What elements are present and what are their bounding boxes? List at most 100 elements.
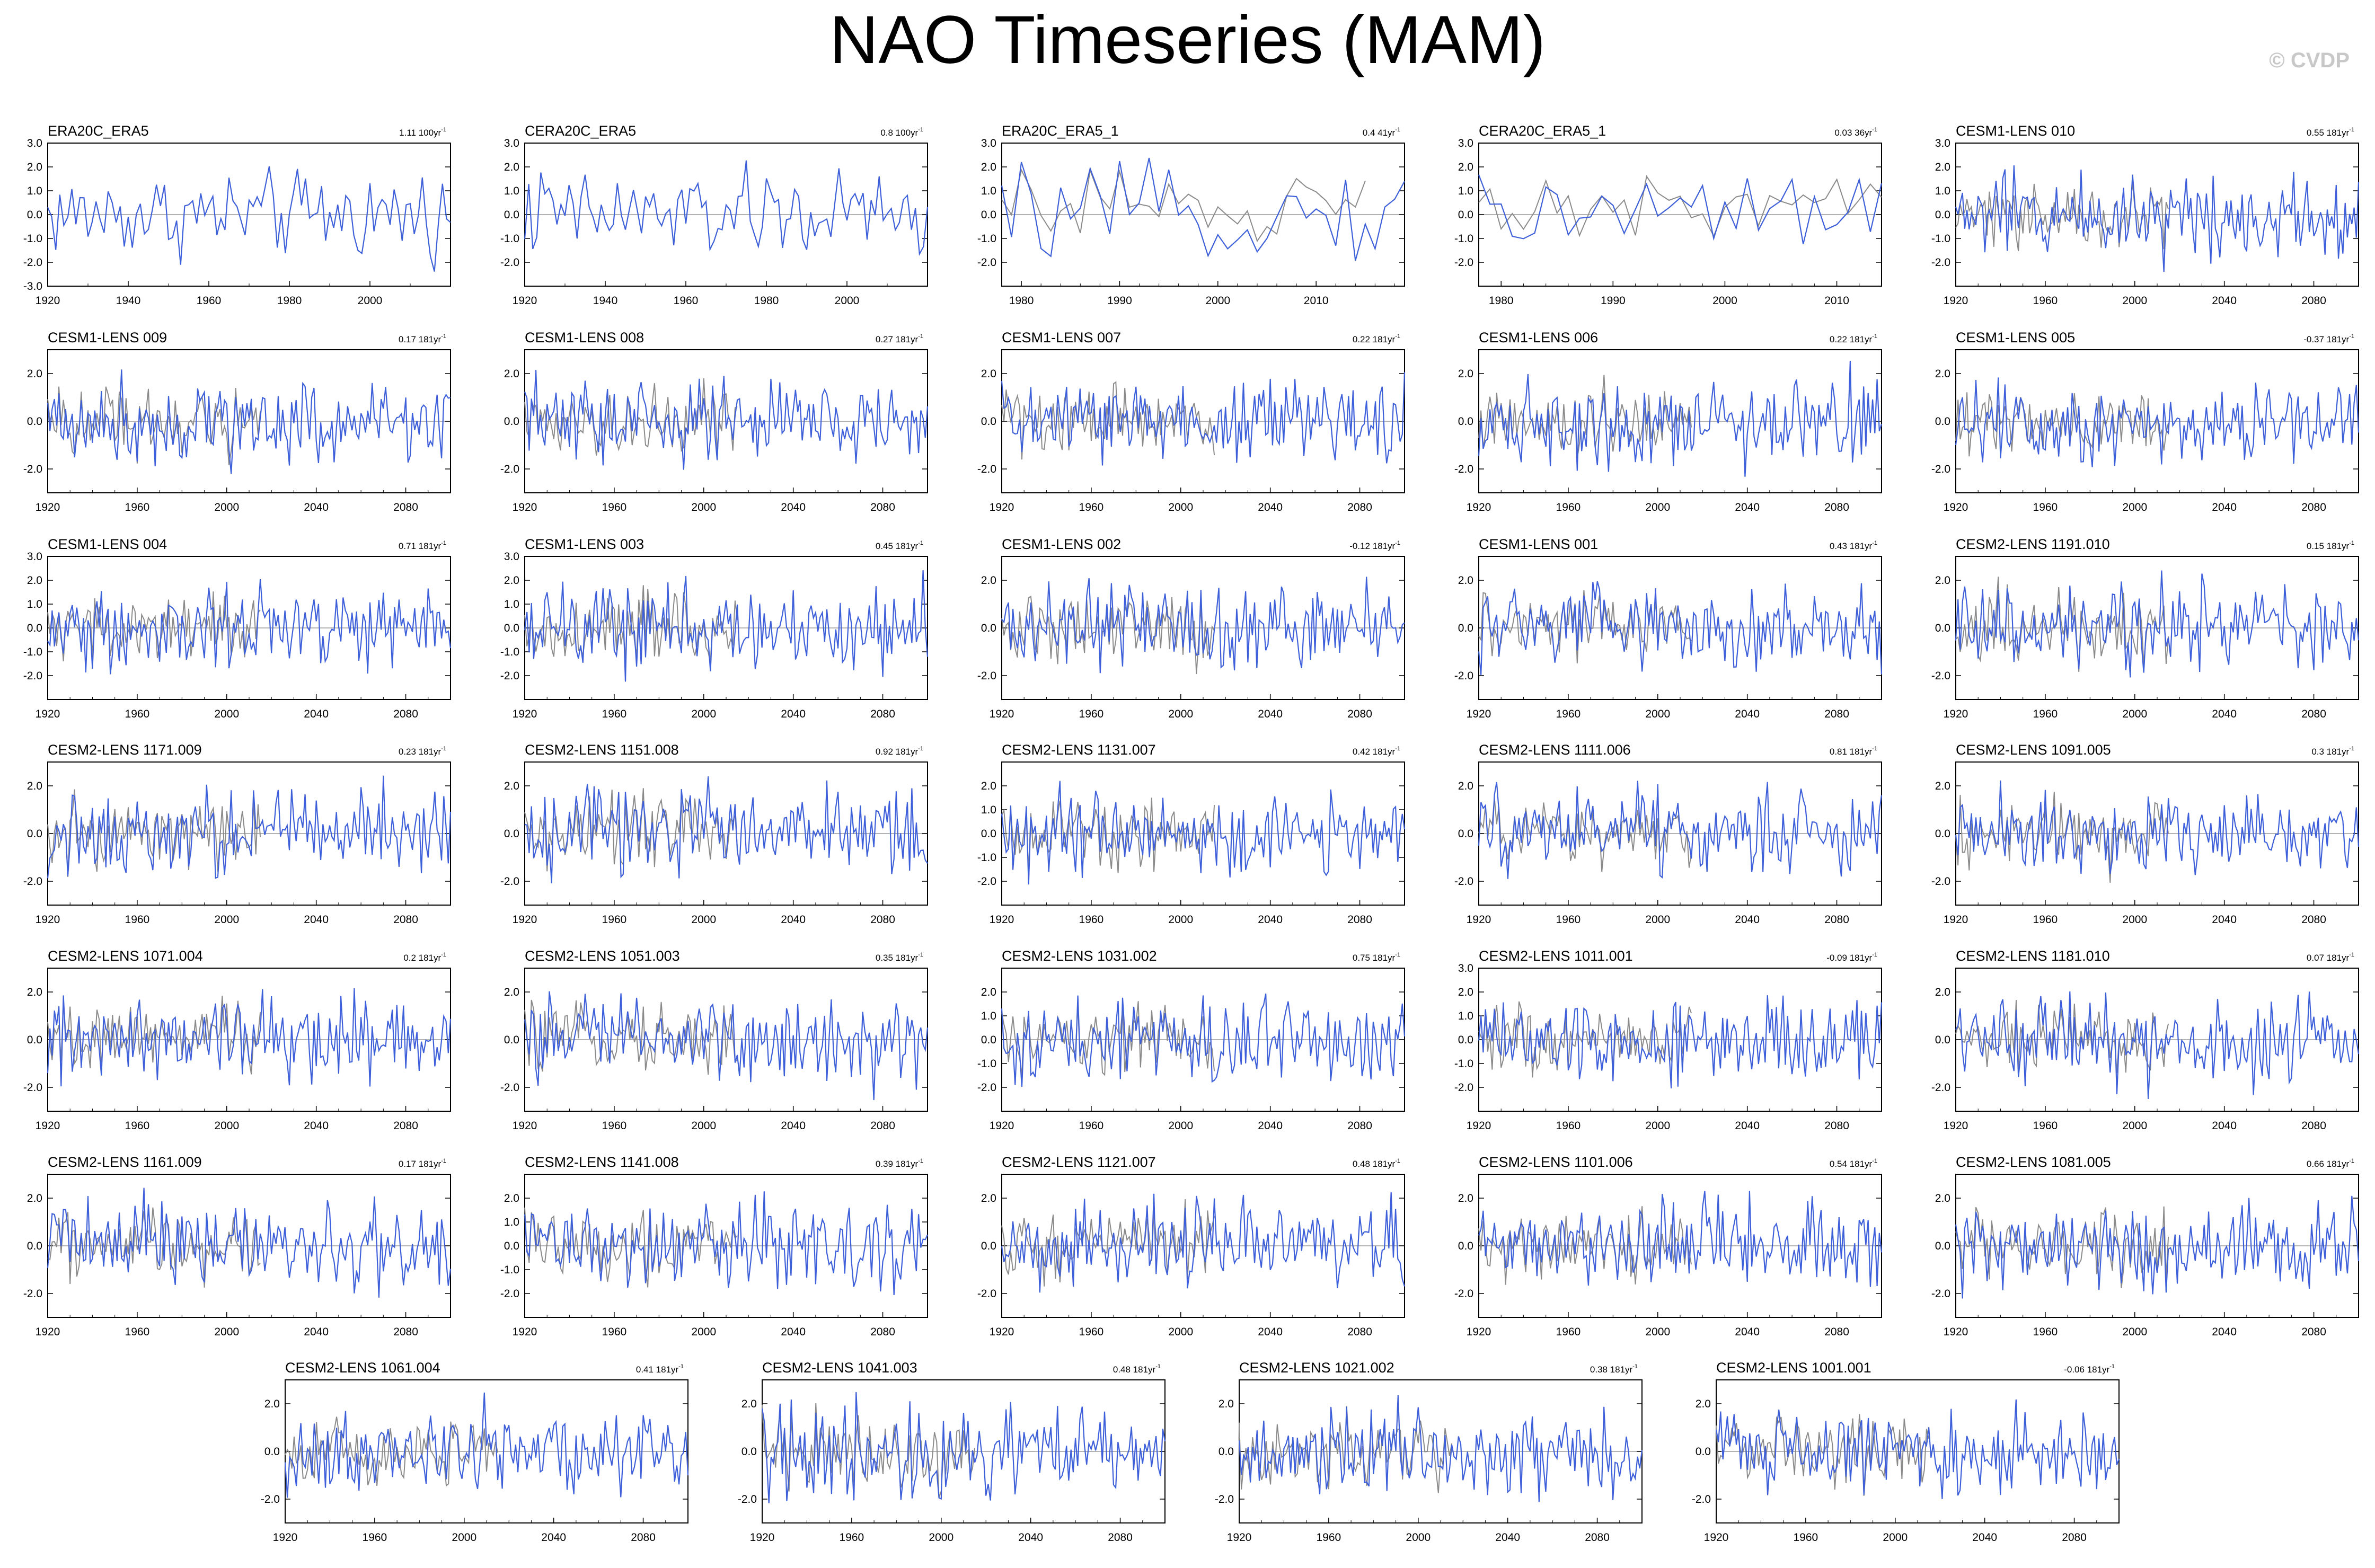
y-tick-label: 2.0 [504,574,519,587]
x-tick-label: 2010 [1304,295,1329,307]
nao-panel: CESM2-LENS 1171.009 0.23 181yr-1 -2.0 0.0 2.… [23,742,452,926]
nao-panel: CESM2-LENS 1141.008 0.39 181yr-1 -2.0 -1.0 0… [500,1154,928,1338]
x-tick-label: 2080 [393,1120,418,1132]
x-tick-label: 2040 [2212,501,2237,513]
panel-trend-label: -0.09 181yr-1 [1826,952,1877,963]
panel-title: CESM2-LENS 1081.005 [1956,1154,2111,1170]
nao-panel: CESM2-LENS 1121.007 0.48 181yr-1 -2.0 0.0 2.… [977,1154,1406,1338]
x-tick-label: 2040 [2212,1326,2237,1338]
observed-series-line [1955,791,2169,883]
observed-series-line [1478,175,1882,238]
model-series-line [524,370,929,470]
x-tick-label: 1920 [273,1531,298,1544]
y-tick-label: -2.0 [500,256,519,269]
y-tick-label: 3.0 [27,137,42,149]
y-tick-label: -2.0 [1454,875,1473,888]
x-tick-label: 1960 [602,708,627,720]
panel-trend-label: 0.66 181yr-1 [2307,1158,2354,1169]
y-tick-label: 1.0 [27,598,42,610]
x-tick-label: 1960 [125,1120,150,1132]
x-tick-label: 1960 [363,1531,387,1544]
x-tick-label: 2000 [1168,1120,1193,1132]
x-tick-label: 2000 [1645,708,1670,720]
x-tick-label: 2040 [1258,501,1283,513]
model-series-line [1478,360,1883,477]
x-tick-label: 1960 [1556,914,1581,926]
y-tick-label: 0.0 [27,415,42,428]
y-tick-label: 1.0 [504,1216,519,1228]
x-tick-label: 1990 [1601,295,1626,307]
panel-trend-label: 0.75 181yr-1 [1353,952,1400,963]
x-tick-label: 2000 [835,295,860,307]
model-series-line [1478,995,1883,1088]
x-tick-label: 1960 [125,708,150,720]
x-tick-label: 1960 [1317,1531,1341,1544]
nao-panel: ERA20C_ERA5_1 0.4 41yr-1 -2.0 -1.0 0.0 1.0 2.0… [977,123,1405,307]
x-tick-label: 2000 [1168,708,1193,720]
model-series-line [524,1191,928,1295]
x-tick-label: 2040 [304,914,329,926]
panel-trend-label: 0.45 181yr-1 [876,540,923,551]
x-tick-label: 2080 [1585,1531,1610,1544]
x-tick-label: 1920 [36,914,60,926]
observed-series-line [1955,183,2169,251]
x-tick-label: 1960 [125,914,150,926]
x-tick-label: 2080 [1824,501,1849,513]
x-tick-label: 1980 [277,295,302,307]
y-tick-label: -2.0 [500,875,519,888]
x-tick-label: 1980 [1009,295,1034,307]
panel-trend-label: 0.15 181yr-1 [2307,540,2354,551]
x-tick-label: 2040 [1258,1326,1283,1338]
observed-series-line [47,789,261,877]
y-tick-label: 0.0 [1458,415,1473,428]
panel-trend-label: 0.3 181yr-1 [2311,746,2354,757]
x-tick-label: 1920 [513,1120,537,1132]
x-tick-label: 2000 [2122,295,2147,307]
nao-panel: CESM2-LENS 1111.006 0.81 181yr-1 -2.0 0.0 2.… [1454,742,1883,926]
y-tick-label: 2.0 [1458,368,1473,380]
panel-title: ERA20C_ERA5 [48,123,149,139]
y-tick-label: -3.0 [23,280,42,293]
panel-trend-label: 1.11 100yr-1 [399,127,446,138]
y-tick-label: -2.0 [1454,256,1473,269]
y-tick-label: 1.0 [504,598,519,610]
x-tick-label: 1960 [1079,914,1104,926]
x-tick-label: 2080 [1347,914,1372,926]
panel-title: CESM2-LENS 1111.006 [1479,742,1631,758]
x-tick-label: 2000 [929,1531,953,1544]
nao-panel: CESM2-LENS 1101.006 0.54 181yr-1 -2.0 0.0 2.… [1454,1154,1883,1338]
panel-title: CESM2-LENS 1181.010 [1956,948,2110,964]
nao-panel: CESM1-LENS 005 -0.37 181yr-1 -2.0 0.0 2.0 192… [1931,330,2360,513]
x-tick-label: 2000 [358,295,383,307]
panel-trend-label: 0.35 181yr-1 [876,952,923,963]
x-tick-label: 1960 [1556,1326,1581,1338]
x-tick-label: 2040 [1735,501,1760,513]
panel-title: CESM1-LENS 006 [1479,330,1598,346]
x-tick-label: 2080 [2301,914,2326,926]
x-tick-label: 1960 [2033,501,2058,513]
x-tick-label: 2000 [1883,1531,1908,1544]
nao-panel: CESM2-LENS 1041.003 0.48 181yr-1 -2.0 0.0 2.… [738,1360,1166,1544]
x-tick-label: 2080 [1347,501,1372,513]
y-tick-label: -2.0 [1454,1082,1473,1094]
y-tick-label: -2.0 [1215,1493,1234,1505]
x-tick-label: 1960 [125,501,150,513]
panel-title: CESM2-LENS 1071.004 [48,948,203,964]
y-tick-label: -2.0 [500,463,519,475]
x-tick-label: 1920 [1944,914,1968,926]
x-tick-label: 2000 [214,1120,239,1132]
y-tick-label: 0.0 [27,828,42,840]
x-tick-label: 1920 [1944,501,1968,513]
y-tick-label: 0.0 [27,1034,42,1046]
x-tick-label: 2080 [1824,708,1849,720]
panel-title: CESM1-LENS 010 [1956,123,2075,139]
panel-trend-label: 0.39 181yr-1 [876,1158,923,1169]
x-tick-label: 1920 [990,1326,1014,1338]
x-tick-label: 2040 [781,914,806,926]
x-tick-label: 1920 [1944,708,1968,720]
y-tick-label: 0.0 [504,415,519,428]
y-tick-label: 2.0 [981,368,996,380]
x-tick-label: 2000 [691,914,716,926]
panel-trend-label: -0.06 181yr-1 [2064,1363,2115,1375]
x-tick-label: 1920 [513,295,537,307]
